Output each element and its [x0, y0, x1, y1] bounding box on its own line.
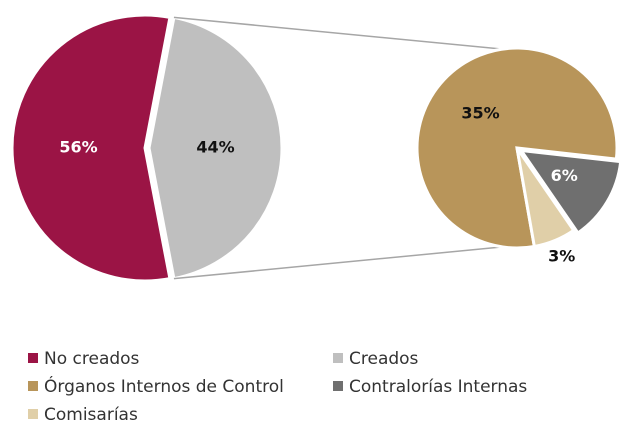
legend-swatch: [333, 353, 343, 363]
data-label: 35%: [461, 103, 499, 122]
data-label: 56%: [59, 138, 97, 157]
legend-label: No creados: [44, 349, 140, 369]
data-label: 44%: [196, 138, 234, 157]
connector-line: [173, 245, 513, 280]
legend-label: Comisarías: [44, 405, 138, 423]
legend-swatch: [28, 381, 38, 391]
pie-slice: [147, 15, 284, 281]
pie-slice: [515, 147, 576, 249]
legend-label: Órganos Internos de Control: [44, 375, 284, 397]
data-label: 6%: [551, 166, 578, 185]
legend-label: Creados: [349, 349, 419, 369]
legend-swatch: [333, 381, 343, 391]
connector-line: [173, 16, 513, 51]
data-label: 3%: [548, 247, 575, 266]
legend-label: Contralorías Internas: [349, 377, 527, 397]
pie-slice: [10, 13, 172, 283]
legend-swatch: [28, 409, 38, 419]
pie-slice: [518, 148, 623, 236]
legend-swatch: [28, 353, 38, 363]
